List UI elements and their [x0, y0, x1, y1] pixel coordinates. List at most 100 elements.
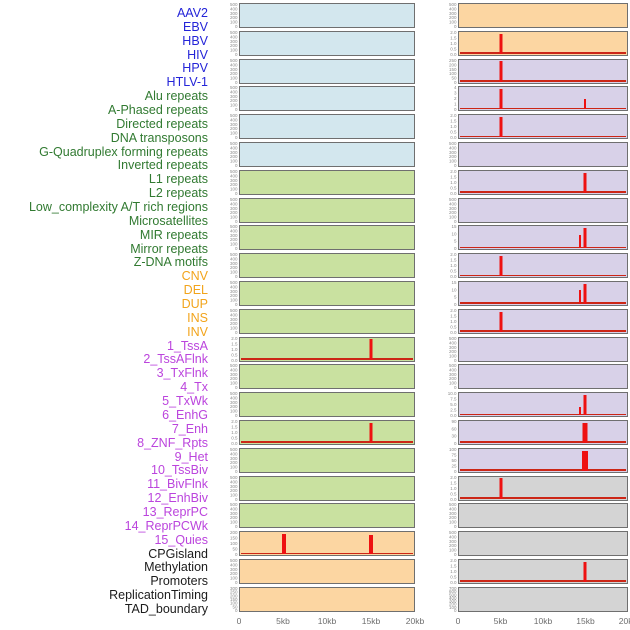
- y-tick-label: 1.0: [231, 346, 238, 352]
- y-tick-label: 7.5: [450, 396, 457, 402]
- y-axis: 500 400 300 200 100 0: [212, 446, 239, 473]
- y-tick-label: 1.5: [450, 563, 457, 569]
- y-tick-label: 500: [229, 224, 238, 230]
- y-axis-ticks: 500 400 300 200 100 0: [431, 364, 458, 390]
- profile-row: 500 400 300 200 100 0: [212, 503, 415, 529]
- y-tick-label: 0: [453, 246, 457, 252]
- track-label: INS: [187, 310, 208, 325]
- y-axis: 250 200 150 100 50 0: [431, 58, 458, 84]
- y-axis-ticks: 500 400 300 200 100 0: [212, 113, 239, 139]
- y-tick-label: 400: [448, 506, 457, 512]
- y-axis: 100 75 50 25 0: [431, 446, 458, 474]
- x-tick-label: 15kb: [576, 615, 595, 626]
- profile-panel: [458, 558, 628, 584]
- profile-panel: [458, 308, 628, 334]
- y-tick-label: 200: [229, 98, 238, 104]
- y-tick-label: 500: [448, 335, 457, 341]
- y-tick-label: 200: [229, 530, 238, 536]
- y-tick-label: 400: [448, 6, 457, 12]
- y-tick-label: 100: [229, 75, 238, 81]
- profile-row: 500 400 300 200 100 0: [212, 224, 415, 251]
- y-axis: 500 400 300 200 100 0: [212, 169, 239, 195]
- y-tick-label: 100: [448, 19, 457, 25]
- y-tick-label: 1.0: [450, 124, 457, 130]
- y-tick-label: 300: [229, 38, 238, 44]
- y-tick-label: 0: [453, 218, 457, 224]
- y-tick-label: 500: [229, 446, 238, 452]
- y-tick-label: 0: [234, 413, 238, 419]
- profile-panel: [458, 253, 628, 279]
- y-axis-ticks: 2.0 1.5 1.0 0.5 0.0: [431, 558, 458, 585]
- profile-row: 500 400 300 200 100 0: [431, 364, 628, 390]
- track-label: Low_complexity A/T rich regions: [28, 200, 208, 215]
- y-tick-label: 1.0: [450, 485, 457, 491]
- y-axis-ticks: 500 400 300 200 100 0: [431, 197, 458, 224]
- profile-row: 10.0 7.5 5.0 2.5 0.0: [431, 391, 628, 418]
- profile-row: 2.0 1.5 1.0 0.5 0.0: [431, 30, 628, 57]
- y-axis: 500 400 300 200 100 0: [212, 503, 239, 529]
- y-tick-label: 2.0: [450, 252, 457, 258]
- y-tick-label: 500: [448, 140, 457, 146]
- y-axis: 2.0 1.5 1.0 0.5 0.0: [431, 169, 458, 196]
- y-tick-label: 200: [229, 404, 238, 410]
- y-tick-label: 0: [234, 107, 238, 113]
- y-tick-label: 0: [453, 301, 457, 307]
- profile-panel: [458, 531, 628, 557]
- y-axis-ticks: 2.0 1.5 1.0 0.5 0.0: [431, 30, 458, 57]
- y-axis-ticks: 2.0 1.5 1.0 0.5 0.0: [431, 169, 458, 196]
- y-tick-label: 100: [229, 269, 238, 275]
- track-label: 3_TxFlnk: [156, 366, 208, 381]
- y-tick-label: 90: [451, 418, 457, 424]
- profile-panel: [458, 419, 628, 445]
- y-axis: 500 400 300 200 100 0: [431, 503, 458, 529]
- y-tick-label: 500: [229, 57, 238, 63]
- y-axis-ticks: 500 400 300 200 100 0: [212, 474, 239, 501]
- track-label: L1 repeats: [148, 172, 208, 187]
- y-tick-label: 2.0: [231, 418, 238, 424]
- signal-spike: [583, 172, 587, 193]
- track-label: 1_TssA: [167, 338, 208, 353]
- y-tick-label: 400: [229, 145, 238, 151]
- y-tick-label: 100: [448, 70, 457, 76]
- y-axis: 500 400 300 200 100 0: [212, 85, 239, 113]
- profile-row: 500 400 300 200 100 0: [212, 474, 415, 501]
- signal-spike: [584, 99, 586, 110]
- y-axis: 300 250 200 150 100 50 0: [212, 586, 239, 612]
- signal-spike: [578, 234, 581, 249]
- y-tick-label: 500: [229, 474, 238, 480]
- y-axis: 2.0 1.5 1.0 0.5 0.0: [212, 418, 239, 446]
- x-tick-label: 15kb: [361, 615, 381, 626]
- y-tick-label: 100: [229, 297, 238, 303]
- y-axis: 500 400 300 200 100 0: [212, 196, 239, 223]
- y-axis: 15 10 5 0: [431, 280, 458, 307]
- y-tick-label: 1.0: [450, 568, 457, 574]
- y-tick-label: 50: [232, 546, 238, 552]
- y-tick-label: 200: [229, 265, 238, 271]
- profile-panel: [458, 169, 628, 195]
- y-tick-label: 500: [229, 85, 238, 91]
- profile-row: 300 250 200 150 100 50 0: [212, 586, 415, 612]
- y-tick-label: 400: [448, 534, 457, 540]
- y-tick-label: 300: [448, 205, 457, 211]
- y-axis: 2.0 1.5 1.0 0.5 0.0: [212, 336, 239, 363]
- y-axis-ticks: 15 10 5 0: [431, 280, 458, 307]
- y-tick-label: 500: [229, 196, 238, 202]
- y-tick-label: 300: [448, 10, 457, 16]
- y-tick-label: 100: [448, 446, 457, 452]
- y-axis-ticks: 15 10 5 0: [431, 225, 458, 252]
- y-tick-label: 2.0: [450, 113, 457, 119]
- y-tick-label: 200: [448, 515, 457, 521]
- signal-baseline: [460, 469, 626, 471]
- y-tick-label: 150: [229, 535, 238, 541]
- y-tick-label: 10: [451, 231, 457, 237]
- profile-panel: [458, 280, 628, 306]
- signal-baseline: [241, 357, 413, 360]
- profile-row: 700 600 500 400 300 200 100 0: [431, 586, 628, 612]
- profile-panel: [239, 253, 415, 279]
- y-tick-label: 2.5: [450, 407, 457, 413]
- y-tick-label: 150: [229, 596, 238, 602]
- y-tick-label: 100: [448, 604, 457, 610]
- y-tick-label: 400: [448, 595, 457, 601]
- y-tick-label: 400: [229, 34, 238, 40]
